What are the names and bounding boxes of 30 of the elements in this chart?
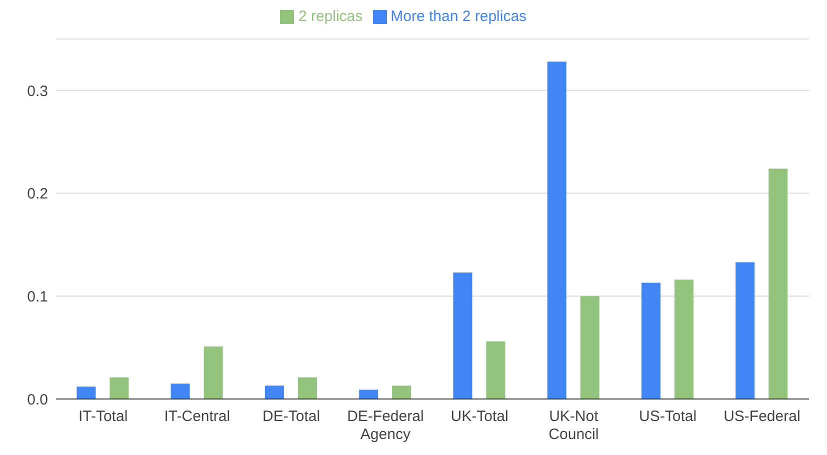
bar bbox=[359, 390, 378, 399]
x-tick-label: US-Total bbox=[639, 408, 697, 425]
bar bbox=[170, 384, 190, 399]
bar bbox=[641, 282, 660, 399]
bar bbox=[298, 377, 317, 399]
bar bbox=[110, 377, 129, 399]
bar bbox=[547, 62, 566, 399]
x-tick-label: UK-Not Council bbox=[548, 408, 600, 443]
x-tick-label: IT-Total bbox=[78, 408, 128, 425]
bar bbox=[768, 168, 788, 399]
bar bbox=[392, 386, 412, 399]
bar bbox=[204, 346, 223, 399]
x-tick-label: UK-Total bbox=[450, 408, 508, 425]
x-tick-label: IT-Central bbox=[164, 408, 230, 425]
y-tick-label: 0.1 bbox=[27, 288, 48, 306]
y-tick-label: 0.3 bbox=[27, 82, 48, 100]
y-tick-label: 0.0 bbox=[27, 391, 48, 408]
bar bbox=[264, 386, 284, 399]
legend-label: 2 replicas bbox=[298, 8, 363, 25]
x-tick-label: DE-Federal Agency bbox=[347, 408, 424, 443]
bar bbox=[580, 296, 600, 399]
bar bbox=[453, 272, 472, 399]
x-tick-label: DE-Total bbox=[262, 408, 320, 425]
bar bbox=[76, 386, 96, 399]
x-tick-label: US-Federal bbox=[724, 408, 800, 425]
legend-label: More than 2 replicas bbox=[390, 8, 527, 25]
y-tick-label: 0.2 bbox=[27, 186, 48, 203]
bar bbox=[736, 262, 755, 399]
bar bbox=[674, 280, 694, 399]
bar bbox=[486, 341, 506, 399]
